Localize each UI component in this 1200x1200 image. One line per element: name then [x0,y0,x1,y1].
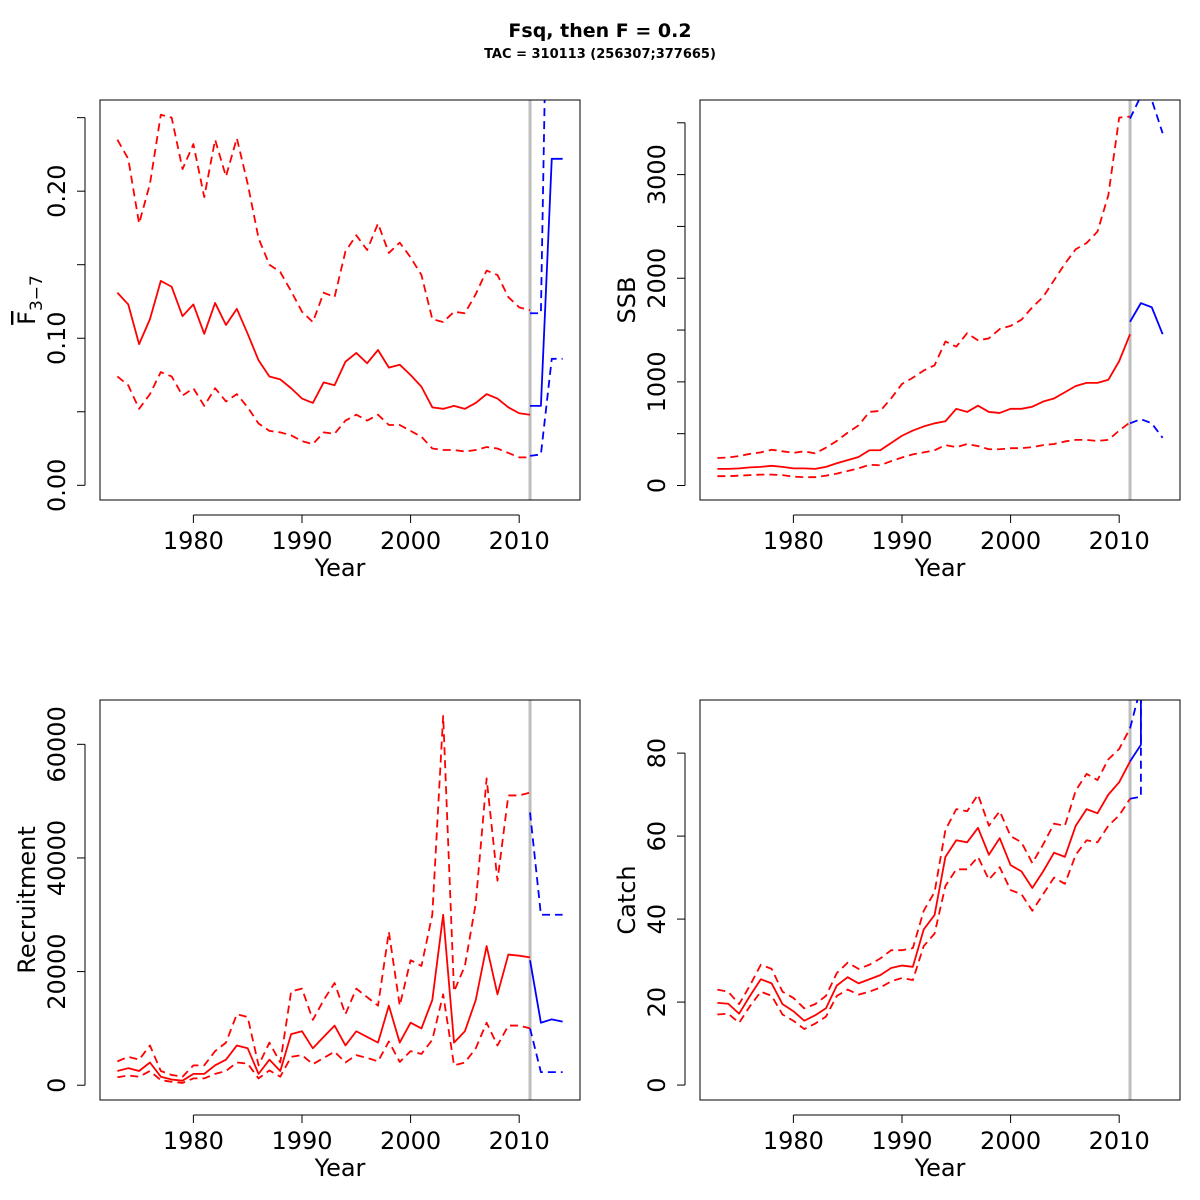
y-tick-label: 40000 [43,820,71,896]
x-tick-label: 2010 [1089,1127,1150,1155]
series-line-projection-lower [1129,700,1142,800]
series-line-history-upper [116,113,531,323]
series-line-projection-lower [1129,418,1164,439]
y-tick-label: 40 [643,904,671,935]
y-tick-label: 80 [643,738,671,769]
recruitment-panel: 1980 1990 2000 2010 Year 0 20000 40000 60000 Recr… [13,699,581,1182]
ssb-panel: 1980 1990 2000 2010 Year 0 1000 2000 3000 SSB [613,99,1181,582]
y-tick-label: 0 [643,1077,671,1092]
x-tick-label: 2010 [489,1127,550,1155]
y-tick-label: 1000 [643,351,671,412]
x-tick-label: 1980 [763,1127,824,1155]
series-line-projection-upper [1129,700,1139,729]
x-tick-label: 1990 [871,1127,932,1155]
series-line-history-median [116,279,531,416]
plot-frame [699,99,1181,501]
y-tick-label: 2000 [643,248,671,309]
series-line-history-upper [117,715,531,1078]
series-line-history-upper [717,115,1131,459]
y-axis-label: Recruitment [13,826,41,973]
series-line-projection-lower [529,357,563,457]
x-tick-label: 1990 [271,527,332,555]
plot-frame [99,99,581,501]
y-tick-label: 60000 [43,706,71,782]
series-group [116,100,563,459]
series-group [117,715,563,1084]
y-tick-label: 3000 [643,144,671,205]
series-line-projection-median [1129,700,1142,762]
f-panel: 1980 1990 2000 2010 Year 0.00 0.10 0.20 F3−7 [13,99,581,582]
y-axis-label: F3−7 [13,275,47,325]
y-tick-label: 20000 [43,933,71,1009]
x-tick-label: 1990 [871,527,932,555]
y-tick-label: 0.00 [43,459,71,512]
x-tick-label: 2000 [980,527,1041,555]
series-line-projection-upper [529,812,563,916]
x-tick-label: 2000 [380,527,441,555]
series-line-history-lower [117,993,531,1084]
series-line-history-upper [717,727,1131,1010]
series-line-history-lower [116,371,531,459]
x-tick-label: 2010 [1089,527,1150,555]
plot-frame [699,699,1181,1101]
series-line-history-median [717,333,1131,470]
x-axis-label: Year [914,1154,966,1182]
series-line-projection-upper [530,100,546,315]
plot-frame [99,699,581,1101]
y-tick-label: 20 [643,987,671,1018]
x-tick-label: 1980 [163,527,224,555]
x-tick-label: 1980 [163,1127,224,1155]
y-tick-label: 0.20 [43,164,71,217]
figure-subtitle: TAC = 310113 (256307;377665) [484,47,716,62]
figure-title: Fsq, then F = 0.2 [508,20,692,42]
series-line-projection-median [1129,302,1164,335]
y-tick-label: 0 [643,478,671,493]
series-line-history-median [117,913,531,1082]
y-tick-label: 0 [43,1078,71,1093]
series-line-projection-median [529,960,563,1024]
x-axis-label: Year [914,554,966,582]
y-axis-label: SSB [613,277,641,324]
series-line-history-median [717,760,1131,1022]
x-tick-label: 2010 [489,527,550,555]
y-axis-label: Catch [613,865,641,934]
x-axis-label: Year [314,554,366,582]
series-group [717,100,1164,479]
x-tick-label: 2000 [380,1127,441,1155]
x-tick-label: 1990 [271,1127,332,1155]
series-line-projection-upper [1129,100,1164,134]
series-line-projection-median [530,157,563,407]
x-axis-label: Year [314,1154,366,1182]
catch-panel: 1980 1990 2000 2010 Year 0 20 40 60 80 Catch [613,699,1181,1182]
x-tick-label: 2000 [980,1127,1041,1155]
series-group [717,700,1142,1030]
series-line-history-lower [717,798,1131,1030]
y-tick-label: 60 [643,821,671,852]
series-line-history-lower [717,421,1131,479]
y-tick-label: 0.10 [43,312,71,365]
x-tick-label: 1980 [763,527,824,555]
series-line-projection-lower [529,1028,563,1074]
